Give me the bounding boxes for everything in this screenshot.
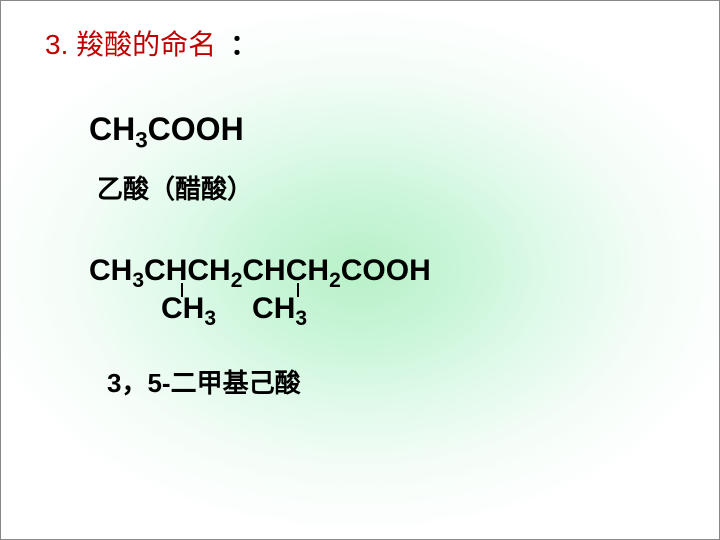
f2-s2: 2 [231, 269, 243, 292]
formula-1: CH3COOH [89, 111, 244, 148]
slide-container: 3. 羧酸的命名 ： CH3COOH 乙酸（醋酸） CH3CHCH2CHCH2C… [0, 0, 720, 540]
compound-name-1: 乙酸（醋酸） [97, 169, 253, 206]
slide-title: 3. 羧酸的命名 ： [45, 23, 258, 63]
title-colon: ： [230, 29, 258, 60]
formula-2: CH3CHCH2CHCH2COOH CH3CH3 [89, 253, 431, 327]
f2-b1s: 3 [204, 307, 216, 330]
bond-line-2 [297, 283, 299, 297]
f2-p3: CHCH [242, 254, 329, 287]
f2-p4: COOH [341, 254, 431, 287]
title-number: 3. [45, 29, 68, 60]
f2-p1: CH [89, 254, 132, 287]
bond-line-1 [181, 283, 183, 297]
f1-p1: CH [89, 111, 135, 147]
f2-p2: CHCH [144, 254, 231, 287]
f2-main-chain: CH3CHCH2CHCH2COOH [89, 253, 431, 289]
compound-name-2: 3，5-二甲基己酸 [107, 363, 301, 400]
f2-s3: 2 [329, 269, 341, 292]
f2-b2s: 3 [295, 307, 307, 330]
f1-p2: COOH [148, 111, 244, 147]
f2-s1: 3 [132, 269, 144, 292]
title-text: 羧酸的命名 [76, 29, 216, 60]
f2-b2a: CH [252, 292, 295, 325]
f1-s1: 3 [135, 127, 147, 152]
f2-branches: CH3CH3 [89, 291, 431, 327]
